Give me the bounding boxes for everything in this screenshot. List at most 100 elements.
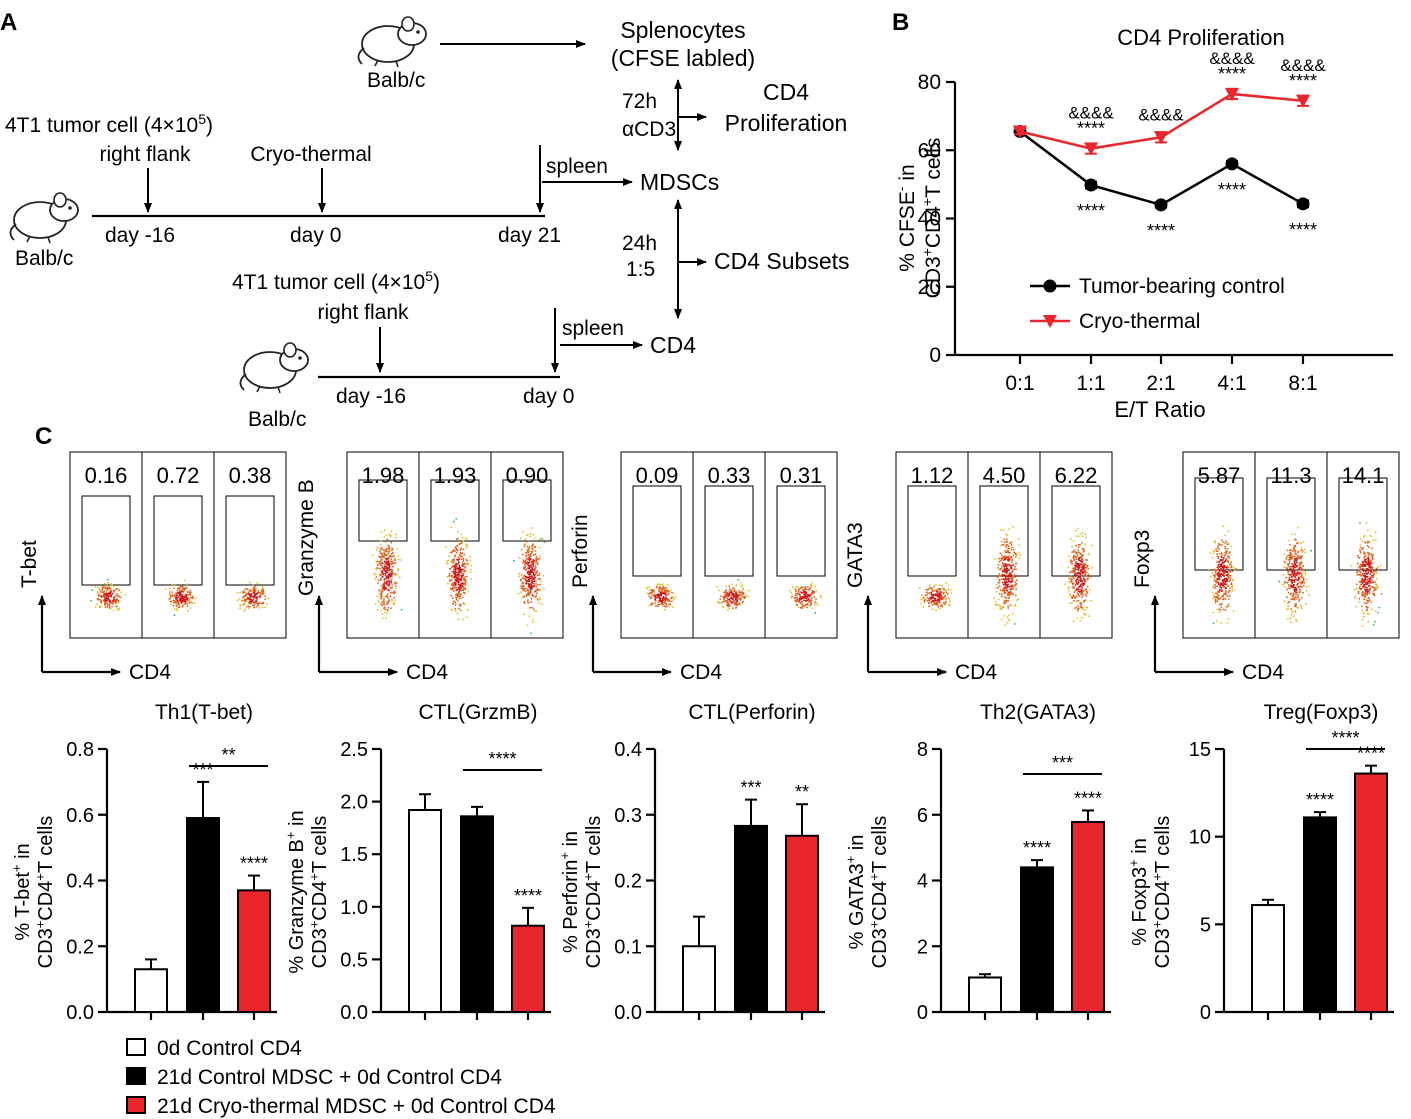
flow-event-dot: [1361, 625, 1364, 628]
flow-event-dot: [186, 605, 189, 607]
flow-event-dot: [738, 589, 741, 592]
flow-event-dot: [737, 595, 739, 598]
flow-event-dot: [661, 590, 663, 592]
flow-event-dot: [1377, 585, 1379, 588]
flow-event-dot: [462, 572, 465, 575]
flow-event-dot: [524, 565, 527, 568]
flow-event-dot: [995, 583, 998, 586]
flow-event-dot: [169, 597, 171, 600]
flow-event-dot: [1004, 533, 1007, 536]
flow-event-dot: [1294, 576, 1297, 579]
flow-event-dot: [173, 583, 176, 586]
flow-event-dot: [1072, 550, 1075, 553]
significance-stars: ****: [1077, 119, 1105, 139]
flow-event-dot: [460, 589, 463, 592]
flow-event-dot: [181, 585, 184, 588]
flow-event-dot: [1367, 556, 1370, 559]
flow-event-dot: [461, 596, 464, 599]
flow-event-dot: [1079, 572, 1082, 574]
flow-event-dot: [997, 564, 1000, 566]
flow-event-dot: [1084, 533, 1087, 536]
flow-x-label: CD4: [129, 661, 171, 684]
flow-event-dot: [1221, 590, 1223, 593]
flow-event-dot: [941, 584, 943, 587]
flow-event-dot: [391, 584, 393, 586]
flow-event-dot: [1228, 569, 1231, 572]
flow-event-dot: [1013, 585, 1016, 587]
flow-event-dot: [1220, 559, 1223, 562]
flow-event-dot: [1283, 582, 1286, 585]
flow-event-dot: [804, 586, 807, 589]
flow-event-dot: [385, 577, 387, 580]
flow-gate: [979, 485, 1029, 577]
flow-event-dot: [386, 568, 389, 571]
flow-event-dot: [1217, 591, 1220, 594]
flow-event-dot: [646, 592, 649, 595]
flow-event-dot: [1076, 608, 1079, 611]
flow-event-dot: [453, 572, 456, 575]
flow-event-dot: [1372, 624, 1375, 626]
flow-event-dot: [813, 603, 816, 606]
flow-event-dot: [1006, 621, 1008, 624]
flow-event-dot: [1003, 555, 1006, 558]
flow-event-dot: [671, 600, 673, 603]
flow-event-dot: [1013, 551, 1016, 554]
flow-event-dot: [458, 593, 460, 595]
flow-event-dot: [1081, 557, 1083, 560]
flow-event-dot: [446, 560, 448, 562]
flow-event-dot: [1220, 606, 1223, 608]
flow-event-dot: [791, 595, 793, 597]
flow-event-dot: [658, 589, 661, 592]
flow-event-dot: [464, 570, 467, 573]
flow-event-dot: [253, 606, 256, 609]
flow-event-dot: [527, 601, 530, 604]
flow-event-dot: [1222, 541, 1225, 543]
flow-event-dot: [1364, 554, 1367, 557]
flow-event-dot: [527, 576, 529, 579]
flow-event-dot: [1010, 581, 1013, 584]
flow-event-dot: [464, 565, 467, 568]
flow-event-dot: [1302, 540, 1305, 543]
flow-event-dot: [924, 598, 927, 601]
flow-event-dot: [1078, 595, 1081, 597]
flow-event-dot: [1290, 598, 1292, 601]
flow-event-dot: [523, 587, 526, 590]
flow-event-dot: [1287, 618, 1289, 620]
flow-event-dot: [806, 606, 809, 609]
flow-event-dot: [1227, 598, 1230, 600]
flow-event-dot: [452, 590, 455, 592]
flow-event-dot: [806, 603, 809, 606]
flow-event-dot: [1301, 582, 1303, 585]
y-tick-label: 2: [917, 936, 928, 958]
flow-event-dot: [534, 590, 537, 593]
flow-event-dot: [1003, 568, 1006, 571]
flow-event-dot: [1302, 550, 1304, 552]
mouse-label-left: Balb/c: [15, 247, 73, 270]
flow-event-dot: [536, 562, 539, 565]
flow-event-dot: [181, 605, 184, 608]
flow-event-dot: [371, 554, 374, 557]
y-tick-label: 0: [929, 344, 941, 367]
flow-event-dot: [180, 599, 183, 602]
flow-event-dot: [244, 591, 246, 594]
flow-gate: [632, 485, 682, 577]
flow-event-dot: [104, 606, 107, 609]
flow-event-dot: [388, 585, 390, 587]
flow-event-dot: [388, 582, 391, 584]
flow-event-dot: [463, 569, 466, 572]
flow-event-dot: [456, 574, 459, 576]
legend-swatch-21d-cryo: [126, 1096, 146, 1114]
flow-event-dot: [189, 589, 192, 592]
flow-event-dot: [1080, 563, 1082, 566]
flow-event-dot: [1081, 589, 1083, 592]
y-tick-label: 10: [1189, 827, 1211, 849]
flow-event-dot: [1227, 584, 1230, 587]
flow-event-dot: [1224, 542, 1227, 544]
flow-event-dot: [1069, 602, 1072, 605]
flow-event-dot: [1086, 592, 1089, 594]
flow-event-dot: [1081, 583, 1084, 585]
flow-event-dot: [380, 571, 383, 574]
y-tick-label: 2.0: [340, 792, 368, 814]
flow-gate-value: 0.16: [85, 463, 128, 488]
